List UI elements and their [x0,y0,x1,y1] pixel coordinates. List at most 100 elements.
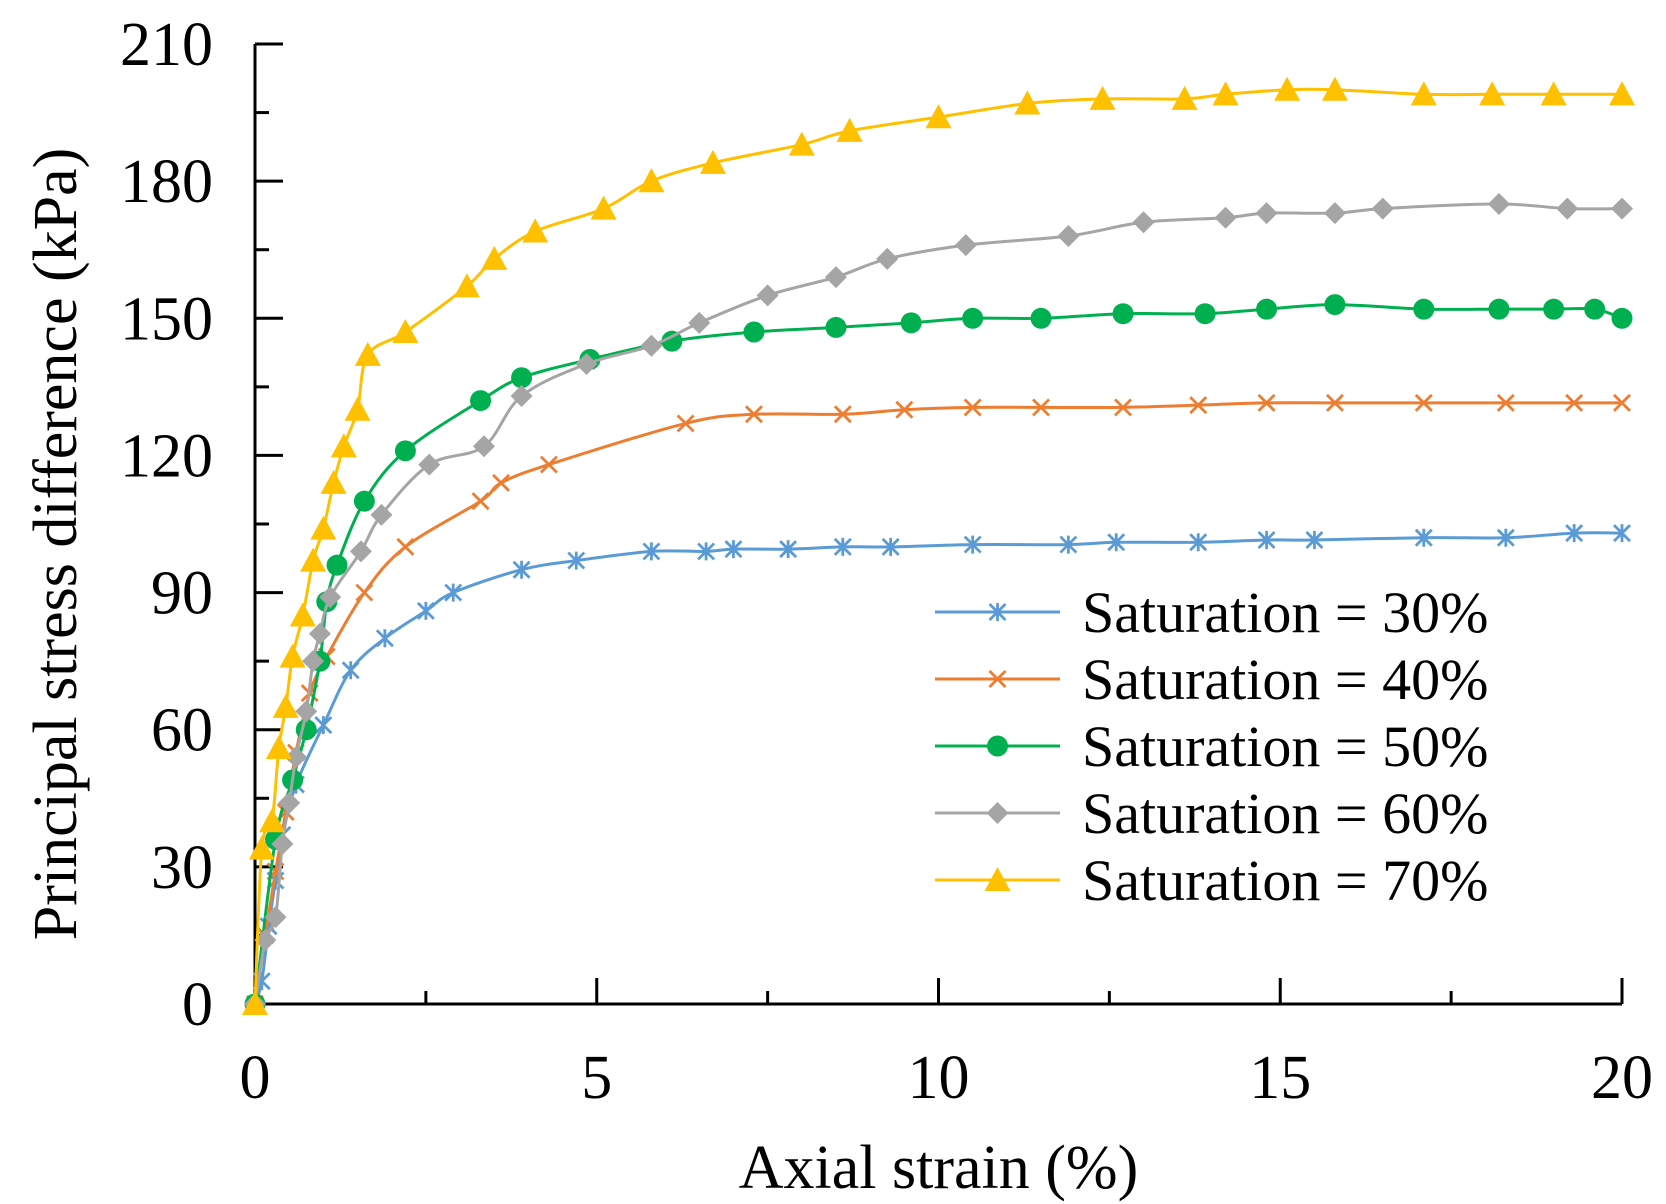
data-point [302,650,325,673]
data-point [1414,528,1433,547]
data-point [341,661,360,680]
legend-label: Saturation = 40% [1082,647,1488,712]
data-point [743,321,765,343]
data-point [825,316,847,338]
data-point [310,515,337,540]
y-tick-label: 30 [151,834,213,902]
data-point [1171,85,1198,110]
data-point [242,991,268,1016]
data-point [1543,298,1565,320]
data-point [375,629,394,648]
y-axis-title: Principal stress difference (kPa) [22,148,90,941]
legend-label: Saturation = 30% [1082,580,1488,645]
data-point [254,929,277,951]
legend-item: Saturation = 70% [935,848,1488,913]
data-point [330,433,357,458]
data-point [642,542,661,561]
data-point [699,149,726,174]
data-point [1194,303,1216,325]
data-point [1255,202,1278,225]
data-point [279,643,306,668]
y-tick-label: 150 [120,285,213,353]
data-point [453,273,480,298]
legend-item: Saturation = 60% [935,781,1488,846]
data-point [688,311,711,334]
data-point [1057,225,1080,247]
y-ticks: 0 30 60 90 120 150 180 210 [120,11,283,1039]
data-point [724,540,743,559]
data-point [575,353,598,375]
data-point [1613,393,1631,412]
data-point [326,554,348,576]
data-point [1410,81,1437,106]
data-point [1257,531,1276,549]
data-point [264,906,287,929]
data-point [470,390,492,412]
data-point [539,455,558,474]
data-point [1565,524,1584,543]
x-tick-label: 0 [240,1044,271,1112]
y-tick-label: 0 [182,971,213,1039]
data-point [1565,393,1584,412]
legend-marker [986,802,1009,824]
data-point [444,583,463,602]
data-point [1189,396,1208,415]
data-point [925,104,952,129]
series-5 [242,76,1635,1016]
series-4 [244,193,1633,1015]
data-point [271,833,294,855]
data-point [416,601,435,620]
data-point [962,307,984,329]
data-point [1613,524,1631,543]
data-point [314,716,333,735]
data-point [289,602,316,627]
legend-label: Saturation = 50% [1082,714,1488,779]
legend-item: Saturation = 30% [935,580,1488,645]
data-point [1323,202,1346,225]
data-point [510,385,533,407]
data-point [308,622,331,645]
data-point [895,400,914,419]
data-point [661,330,683,352]
data-point [512,560,531,579]
data-point [472,435,495,458]
data-point [320,469,347,494]
legend-marker [984,867,1011,892]
data-point [744,405,763,424]
data-point [1496,528,1515,547]
data-point [1256,298,1278,320]
data-point [1584,298,1606,320]
data-point [355,583,374,602]
data-point [1325,393,1344,412]
data-point [300,547,327,572]
data-point [1305,531,1324,549]
y-tick-label: 90 [151,560,213,628]
data-point [418,453,441,476]
data-point [1321,76,1348,101]
legend-item: Saturation = 40% [935,647,1488,712]
data-point [1413,298,1435,320]
data-point [259,808,286,833]
data-point [963,535,982,554]
x-tick-label: 15 [1249,1044,1311,1112]
data-point [1112,303,1134,325]
data-point [481,245,508,270]
data-point [567,551,586,570]
data-point [1611,307,1633,329]
data-point [319,586,342,609]
data-point [349,540,372,563]
data-point [1488,298,1510,320]
data-point [756,284,779,307]
data-point [1414,393,1433,412]
data-point [1540,81,1567,106]
data-point [353,490,375,512]
legend-marker [988,670,1007,688]
data-point [1479,81,1506,106]
data-point [522,218,549,243]
data-point [881,537,900,556]
data-point [1257,393,1276,412]
data-point [396,537,415,556]
legend-marker [988,603,1007,621]
data-point [590,195,617,220]
